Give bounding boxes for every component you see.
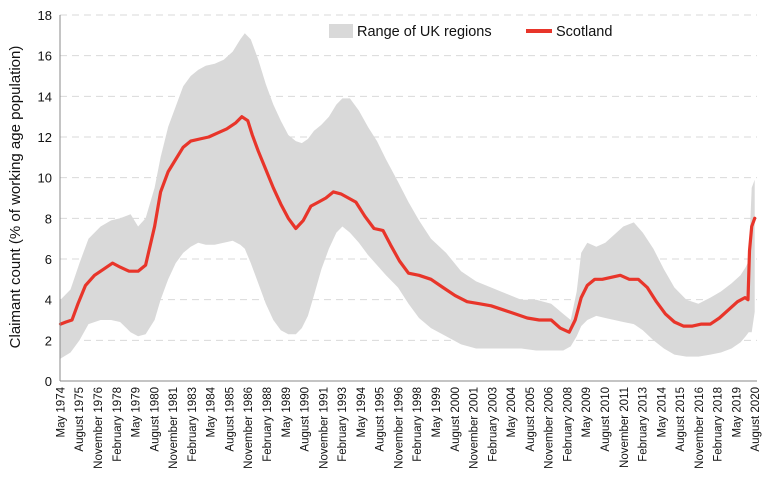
- x-tick-label: August 1995: [375, 387, 387, 452]
- x-tick-label: May 2019: [731, 387, 743, 438]
- x-tick-labels: May 1974 August 1975 November 1976 February…: [56, 386, 763, 468]
- x-tick-label: November 1976: [93, 387, 105, 469]
- range-band: [60, 33, 755, 359]
- x-tick-label: November 2001: [469, 387, 481, 469]
- x-tick-label: February 2003: [487, 387, 499, 462]
- y-tick-label: 6: [45, 252, 52, 267]
- x-tick-label: August 2015: [675, 387, 687, 452]
- legend-swatch-range: [329, 24, 353, 38]
- x-tick-label: August 1980: [149, 387, 161, 452]
- x-tick-label: August 1985: [224, 387, 236, 452]
- y-tick-label: 10: [38, 171, 52, 186]
- x-tick-label: August 2010: [600, 387, 612, 452]
- x-tick-label: February 2013: [638, 387, 650, 462]
- x-tick-label: November 1981: [168, 387, 180, 469]
- x-tick-label: February 1988: [262, 387, 274, 462]
- y-tick-label: 2: [45, 333, 52, 348]
- x-tick-label: February 1978: [112, 387, 124, 462]
- scotland-line-layer: [58, 115, 757, 334]
- axes: [59, 15, 757, 382]
- x-tick-label: February 1983: [187, 387, 199, 462]
- y-tick-label: 12: [38, 130, 52, 145]
- y-tick-label: 4: [45, 293, 52, 308]
- x-tick-label: May 1999: [431, 387, 443, 438]
- x-tick-label: February 1998: [412, 387, 424, 462]
- legend-label-scotland: Scotland: [556, 24, 612, 40]
- y-axis-label: Claimant count (% of working age populat…: [7, 46, 24, 349]
- y-tick-label: 14: [38, 89, 52, 104]
- x-tick-label: May 1979: [131, 387, 143, 438]
- legend-label-range: Range of UK regions: [357, 24, 492, 40]
- x-tick-label: May 1989: [281, 387, 293, 438]
- scotland-line: [58, 115, 757, 334]
- x-tick-label: November 1996: [393, 387, 405, 469]
- x-tick-label: August 2005: [525, 387, 537, 452]
- y-tick-label: 16: [38, 49, 52, 64]
- x-tick-label: August 1990: [300, 387, 312, 452]
- x-tick-label: November 2006: [544, 387, 556, 469]
- x-tick-label: May 1984: [206, 386, 218, 437]
- x-tick-label: May 2014: [656, 386, 668, 437]
- y-tick-label: 0: [45, 374, 52, 389]
- x-tick-label: May 2009: [581, 387, 593, 438]
- legend: Range of UK regions Scotland: [329, 24, 612, 40]
- x-tick-label: August 2020: [750, 387, 762, 452]
- x-tick-label: February 2018: [713, 387, 725, 462]
- x-tick-label: November 1991: [318, 387, 330, 469]
- y-tick-label: 8: [45, 211, 52, 226]
- x-tick-label: November 2011: [619, 387, 631, 468]
- x-tick-label: May 2004: [506, 386, 518, 437]
- x-tick-label: August 2000: [450, 387, 462, 452]
- x-tick-label: November 2016: [694, 387, 706, 469]
- y-tick-labels: 0 2 4 6 8 10 12 14 16 18: [38, 8, 52, 389]
- range-band-layer: [60, 33, 755, 359]
- x-tick-label: May 1994: [356, 386, 368, 437]
- x-tick-label: February 1993: [337, 387, 349, 462]
- x-tick-label: May 1974: [56, 386, 68, 437]
- x-tick-label: November 1986: [243, 387, 255, 469]
- x-tick-label: August 1975: [74, 387, 86, 452]
- y-tick-label: 18: [38, 8, 52, 23]
- x-tick-label: February 2008: [562, 387, 574, 462]
